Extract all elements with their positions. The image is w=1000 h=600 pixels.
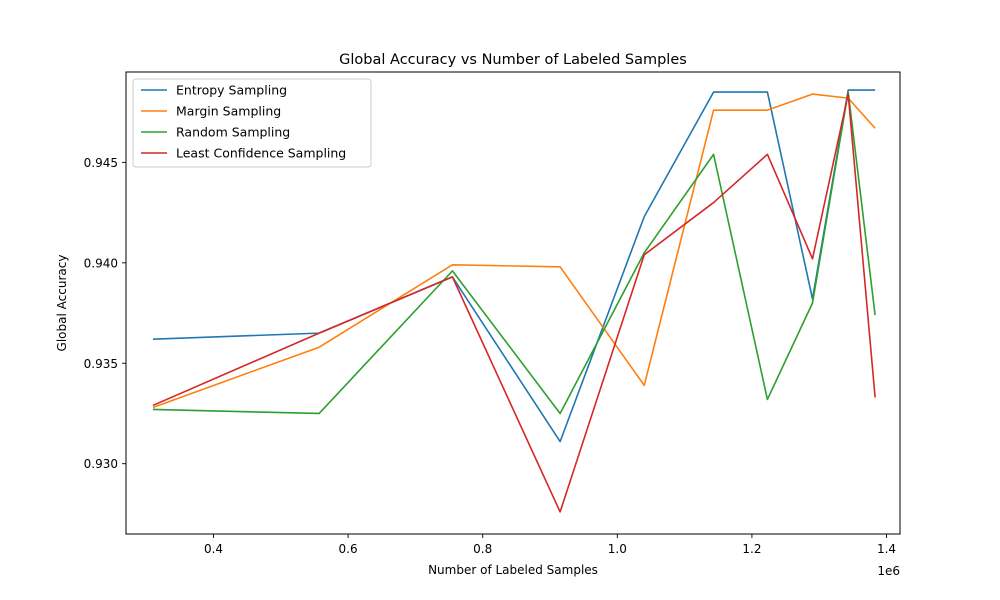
x-tick-label: 0.4 [204, 542, 223, 556]
series-line-2 [152, 93, 876, 409]
plot-area [152, 89, 876, 513]
legend-label: Least Confidence Sampling [176, 146, 346, 161]
x-axis-offset-label: 1e6 [877, 564, 900, 578]
legend: Entropy Sampling Margin Sampling Random Sa… [132, 78, 372, 168]
x-axis-label: Number of Labeled Samples [428, 563, 598, 577]
y-axis-label: Global Accuracy [55, 255, 69, 352]
series-line-4 [152, 93, 876, 513]
x-axis: 0.4 0.6 0.8 1.0 1.2 1.4 [204, 534, 896, 556]
legend-box [132, 78, 372, 168]
y-tick-label: 0.945 [84, 156, 118, 170]
legend-label: Margin Sampling [176, 104, 281, 119]
x-tick-label: 0.8 [473, 542, 492, 556]
axes-frame [125, 71, 901, 535]
x-tick-label: 1.0 [608, 542, 627, 556]
y-tick-label: 0.930 [84, 457, 118, 471]
legend-label: Entropy Sampling [176, 83, 287, 98]
y-axis: 0.930 0.935 0.940 0.945 [84, 156, 126, 471]
y-tick-label: 0.935 [84, 357, 118, 371]
y-tick-label: 0.940 [84, 256, 118, 270]
series-line-3 [152, 91, 876, 415]
chart-title: Global Accuracy vs Number of Labeled Sam… [339, 52, 687, 68]
x-tick-label: 0.6 [339, 542, 358, 556]
x-tick-label: 1.4 [877, 542, 896, 556]
legend-label: Random Sampling [176, 125, 290, 140]
x-tick-label: 1.2 [742, 542, 761, 556]
